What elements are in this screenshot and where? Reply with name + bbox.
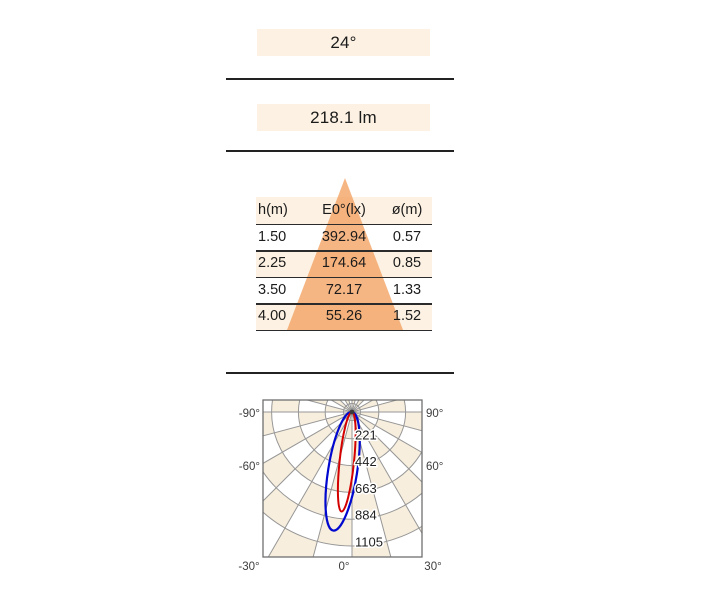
angle-label: 60° — [426, 461, 443, 473]
angle-label: 0° — [339, 561, 350, 573]
cell-illuminance: 55.26 — [325, 308, 363, 325]
cell-diameter: 0.57 — [392, 228, 422, 245]
section-divider — [226, 372, 454, 374]
column-header-illuminance: E0°(lx) — [322, 202, 366, 219]
table-row: 1.50 392.94 0.57 — [256, 224, 432, 251]
table-rule — [256, 303, 432, 305]
table-rule — [256, 223, 432, 225]
table-row: 2.25 174.64 0.85 — [256, 250, 432, 277]
angle-label: 30° — [424, 561, 441, 573]
radial-tick-label: 442 — [355, 454, 377, 469]
section-divider — [226, 78, 454, 80]
column-header-height: h(m) — [258, 202, 288, 219]
angle-label: 90° — [426, 408, 443, 420]
radial-tick-label: 663 — [355, 481, 377, 496]
beam-angle-box: 24° — [257, 29, 430, 56]
cell-illuminance: 72.17 — [325, 281, 363, 298]
cell-diameter: 0.85 — [392, 255, 422, 272]
polar-distribution-chart: 221 442 663 884 1105 -90° -60° 90° 60° -30° 0° 30° — [230, 392, 460, 585]
angle-label: -30° — [238, 561, 259, 573]
cell-height: 2.25 — [258, 255, 287, 272]
cell-illuminance: 392.94 — [321, 228, 367, 245]
angle-label: -60° — [239, 461, 260, 473]
beam-angle-value: 24° — [330, 32, 357, 52]
cell-diameter: 1.33 — [392, 281, 422, 298]
table-header-row: h(m) E0°(lx) ø(m) — [256, 197, 432, 224]
luminous-flux-value: 218.1 lm — [310, 107, 377, 127]
radial-tick-label: 221 — [355, 427, 377, 442]
table-rule — [256, 250, 432, 252]
luminous-flux-box: 218.1 lm — [257, 104, 430, 131]
radial-tick-label: 1105 — [355, 535, 383, 550]
cone-illuminance-table: h(m) E0°(lx) ø(m) 1.50 392.94 0.57 2.25 … — [256, 197, 432, 331]
section-divider — [226, 150, 454, 152]
cell-diameter: 1.52 — [392, 308, 422, 325]
cell-height: 3.50 — [258, 281, 287, 298]
table-row: 4.00 55.26 1.52 — [256, 303, 432, 330]
cell-height: 4.00 — [258, 308, 287, 325]
table-rule — [256, 329, 432, 331]
column-header-diameter: ø(m) — [391, 202, 423, 219]
polar-chart-svg: 221 442 663 884 1105 -90° -60° 90° 60° -30° 0° 30° — [238, 399, 443, 573]
radial-tick-label: 884 — [355, 508, 377, 523]
cell-illuminance: 174.64 — [321, 255, 367, 272]
table-row: 3.50 72.17 1.33 — [256, 277, 432, 304]
table-rule — [256, 276, 432, 278]
cell-height: 1.50 — [258, 228, 287, 245]
angle-label: -90° — [239, 408, 260, 420]
